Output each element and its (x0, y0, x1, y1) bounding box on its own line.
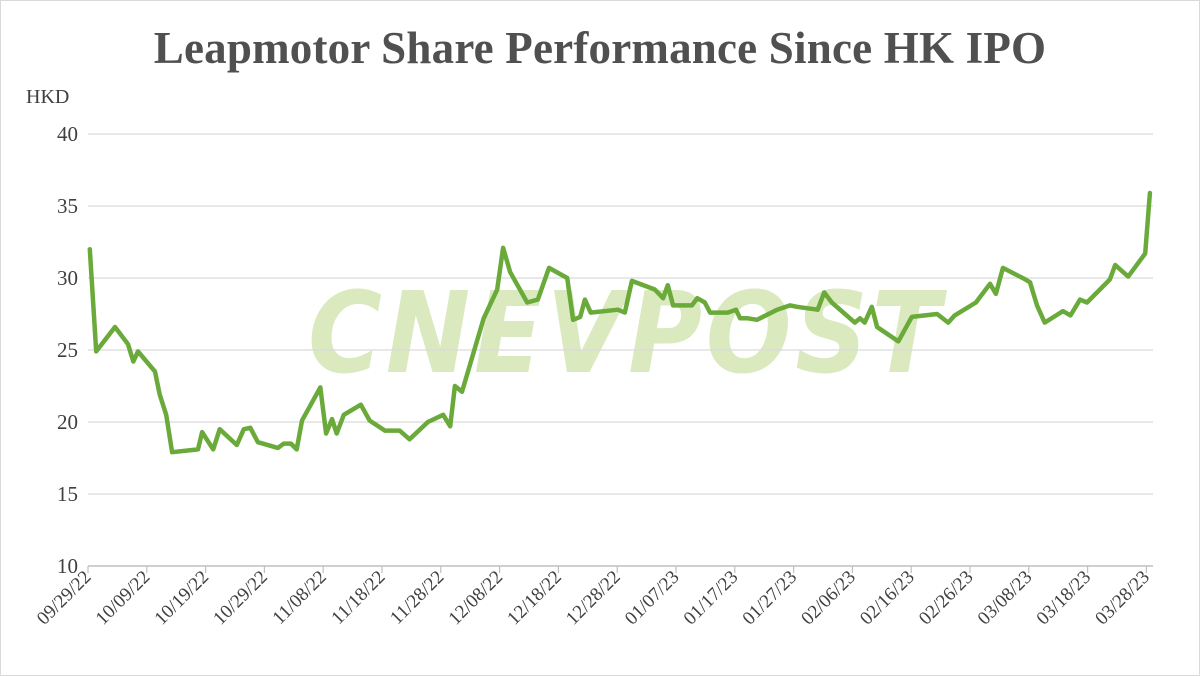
y-tick-label: 40 (57, 122, 78, 146)
y-tick-label: 30 (57, 266, 78, 290)
x-tick-label: 01/27/23 (739, 567, 802, 630)
x-tick-label: 10/29/22 (209, 567, 272, 630)
x-tick-label: 12/28/22 (562, 567, 625, 630)
data-series (87, 190, 1153, 455)
watermark: CNEVPOST (308, 269, 947, 399)
watermark-text: CNEVPOST (308, 269, 947, 399)
x-tick-label: 11/28/22 (386, 567, 448, 629)
x-tick-label: 01/07/23 (621, 567, 684, 630)
x-tick-label: 02/16/23 (856, 567, 919, 630)
y-tick-label: 35 (57, 194, 78, 218)
y-axis-unit-label: HKD (26, 86, 70, 108)
x-axis: 09/29/2210/09/2210/19/2210/29/2211/08/22… (33, 566, 1154, 629)
x-tick-label: 10/19/22 (151, 567, 214, 630)
y-tick-label: 25 (57, 338, 78, 362)
x-tick-label: 03/28/23 (1091, 567, 1154, 630)
x-tick-label: 11/08/22 (269, 567, 331, 629)
x-tick-label: 03/18/23 (1033, 567, 1096, 630)
price-line (87, 190, 1153, 455)
gridlines (88, 133, 1153, 567)
x-tick-label: 12/08/22 (445, 567, 508, 630)
chart-title: Leapmotor Share Performance Since HK IPO (153, 23, 1047, 73)
y-tick-label: 15 (57, 482, 78, 506)
x-tick-label: 10/09/22 (92, 567, 155, 630)
x-tick-label: 02/26/23 (915, 567, 978, 630)
x-tick-label: 03/08/23 (974, 567, 1037, 630)
x-tick-label: 01/17/23 (680, 567, 743, 630)
y-tick-label: 10 (57, 554, 78, 578)
x-tick-label: 11/18/22 (327, 567, 389, 629)
y-axis-ticks: 10 15 20 25 30 35 40 (57, 122, 78, 578)
y-tick-label: 20 (57, 410, 78, 434)
x-tick-label: 12/18/22 (503, 567, 566, 630)
x-tick-label: 02/06/23 (797, 567, 860, 630)
